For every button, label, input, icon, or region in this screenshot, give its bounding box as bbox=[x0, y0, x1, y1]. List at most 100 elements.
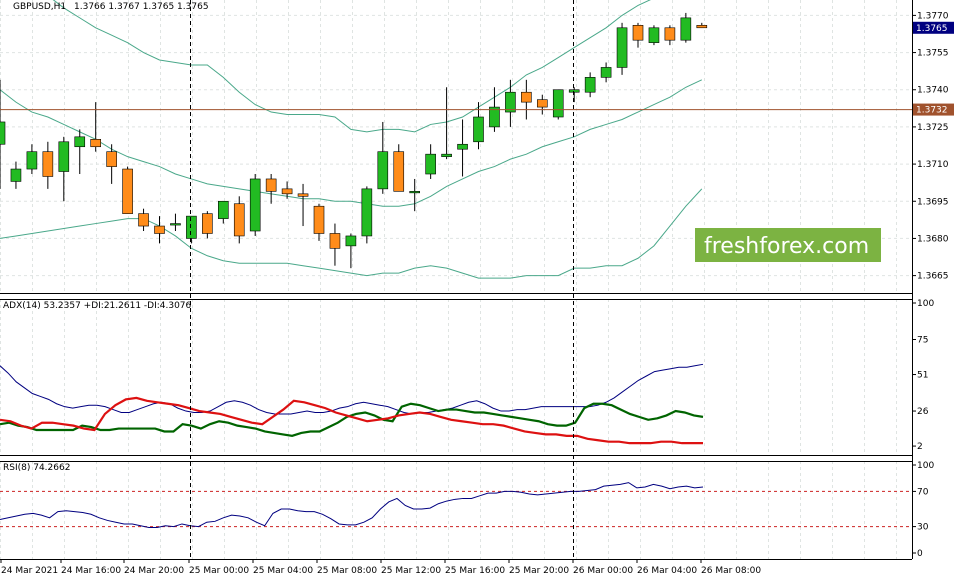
x-tick-label: 25 Mar 00:00 bbox=[189, 566, 249, 576]
candlestick-series bbox=[0, 12, 708, 269]
candle-bear bbox=[42, 151, 54, 177]
candle-bear bbox=[90, 139, 101, 148]
chart-header-symbol: GBPUSD,H1 bbox=[13, 2, 66, 12]
x-tick-label: 25 Mar 08:00 bbox=[317, 566, 377, 576]
candle-bull bbox=[505, 91, 516, 113]
candle-bull bbox=[584, 77, 596, 93]
indicator-tick-label: 75 bbox=[917, 336, 928, 346]
x-tick-label: 25 Mar 04:00 bbox=[253, 566, 313, 576]
watermark: freshforex.com bbox=[695, 228, 881, 262]
price-tick-label: 1.3710 bbox=[917, 160, 949, 170]
candle-bear bbox=[313, 205, 325, 234]
bollinger-lower bbox=[0, 188, 703, 279]
candle-bull bbox=[0, 121, 6, 145]
candle-bear bbox=[265, 178, 277, 192]
candle-bull bbox=[58, 141, 70, 172]
indicator-tick-label: 2 bbox=[917, 442, 923, 452]
candle-bull bbox=[568, 89, 580, 93]
candle-bull bbox=[457, 143, 468, 150]
candle-bear bbox=[122, 168, 133, 214]
price-tick-label: 1.3725 bbox=[917, 123, 949, 133]
candle-bull bbox=[648, 27, 660, 43]
candle-bear bbox=[106, 151, 117, 167]
indicator-tick-label: 51 bbox=[917, 371, 928, 381]
level-price-marker: 1.3732 bbox=[916, 106, 948, 116]
candle-bear bbox=[696, 25, 708, 29]
candle-bull bbox=[680, 17, 692, 41]
candle-bear bbox=[632, 25, 644, 41]
bollinger-bands bbox=[0, 0, 703, 279]
x-axis-ticks: 24 Mar 2021 24 Mar 16:00 24 Mar 20:00 25 Ma… bbox=[0, 559, 761, 576]
candle-bull bbox=[74, 136, 86, 148]
candle-bull bbox=[345, 235, 357, 247]
candle-bear bbox=[233, 203, 245, 237]
series--di bbox=[0, 396, 703, 445]
candle-bull bbox=[249, 178, 261, 232]
x-tick-label: 25 Mar 16:00 bbox=[445, 566, 505, 576]
candle-bull bbox=[552, 89, 564, 118]
current-price-marker: 1.3765 bbox=[916, 24, 948, 34]
y-axis-ticks: 1.3770 1.3755 1.3740 1.3725 1.3710 1.3695 1.36… bbox=[912, 11, 949, 559]
x-tick-label: 26 Mar 04:00 bbox=[637, 566, 697, 576]
candle-bear bbox=[329, 233, 341, 249]
bollinger-upper bbox=[52, 0, 651, 133]
candle-bull bbox=[409, 191, 421, 194]
candle-bear bbox=[281, 188, 293, 195]
candle-bull bbox=[377, 151, 389, 190]
candle-bull bbox=[218, 200, 229, 219]
series-rsi bbox=[0, 482, 704, 528]
x-tick-label: 24 Mar 16:00 bbox=[61, 566, 121, 576]
price-tick-label: 1.3665 bbox=[917, 272, 949, 282]
series-adx bbox=[0, 363, 704, 415]
candle-bear bbox=[521, 91, 532, 103]
panel-frames bbox=[0, 0, 913, 560]
candle-bull bbox=[10, 168, 22, 182]
x-tick-label: 24 Mar 2021 bbox=[1, 566, 58, 576]
x-tick-label: 26 Mar 00:00 bbox=[573, 566, 633, 576]
adx-panel-title: ADX(14) 53.2357 +DI:21.2611 -DI:4.3076 bbox=[3, 301, 192, 311]
price-tick-label: 1.3695 bbox=[917, 197, 949, 207]
indicator-tick-label: 70 bbox=[917, 487, 929, 497]
candle-bear bbox=[202, 213, 213, 234]
candle-bear bbox=[138, 213, 149, 227]
candle-bear bbox=[664, 27, 676, 41]
watermark-text: freshforex.com bbox=[704, 234, 869, 259]
current-price-marker-bg bbox=[913, 21, 954, 34]
indicator-lines bbox=[0, 363, 912, 528]
price-tick-label: 1.3740 bbox=[917, 86, 949, 96]
candle-bear bbox=[536, 99, 548, 108]
indicator-tick-label: 0 bbox=[917, 549, 923, 559]
bollinger-middle bbox=[0, 79, 703, 207]
indicator-tick-label: 100 bbox=[917, 299, 934, 309]
watermark-box bbox=[695, 228, 881, 262]
price-tick-label: 1.3770 bbox=[917, 11, 949, 21]
candle-bull bbox=[473, 116, 484, 143]
x-tick-label: 25 Mar 20:00 bbox=[509, 566, 569, 576]
indicator-tick-label: 100 bbox=[917, 461, 934, 471]
candle-bull bbox=[616, 27, 628, 68]
candle-bull bbox=[489, 106, 500, 128]
candle-bull bbox=[26, 151, 38, 170]
candle-bear bbox=[297, 193, 309, 197]
candle-bull bbox=[361, 188, 373, 237]
series--di bbox=[0, 402, 704, 437]
x-tick-label: 25 Mar 12:00 bbox=[381, 566, 441, 576]
price-markers: 1.3765 1.3732 bbox=[913, 21, 954, 116]
candle-bull bbox=[170, 223, 181, 226]
x-tick-label: 26 Mar 08:00 bbox=[701, 566, 761, 576]
candle-bear bbox=[393, 151, 405, 192]
price-tick-label: 1.3680 bbox=[917, 234, 949, 244]
indicator-tick-label: 30 bbox=[917, 523, 929, 533]
candle-bull bbox=[425, 153, 436, 175]
level-price-marker-bg bbox=[913, 103, 954, 116]
candle-bull bbox=[186, 215, 197, 239]
x-tick-label: 24 Mar 20:00 bbox=[124, 566, 184, 576]
chart-header-ohlc: 1.3766 1.3767 1.3765 1.3765 bbox=[74, 2, 209, 12]
grid bbox=[0, 0, 912, 559]
candle-bear bbox=[154, 225, 165, 234]
candle-bull bbox=[600, 67, 612, 78]
price-tick-label: 1.3755 bbox=[917, 49, 949, 59]
candle-bull bbox=[441, 153, 452, 157]
rsi-panel-title: RSI(8) 74.2662 bbox=[3, 463, 70, 473]
